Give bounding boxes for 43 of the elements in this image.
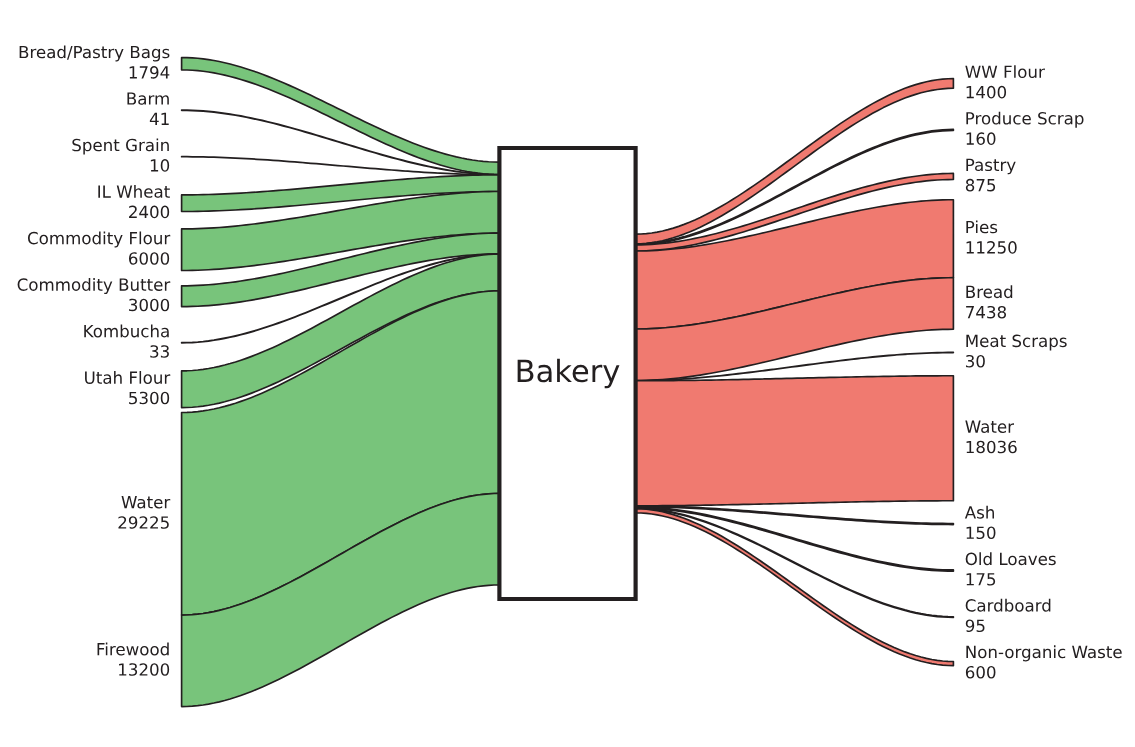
data-label: 875 (965, 178, 996, 192)
data-label: 2400 (129, 205, 170, 219)
category-label: Bread (966, 285, 1013, 299)
category-label: Kombucha (84, 324, 169, 338)
data-label: 150 (966, 526, 996, 540)
category-label: Spent Grain (72, 138, 169, 155)
data-label: 1794 (129, 66, 170, 79)
category-label: Utah Flour (85, 371, 171, 384)
category-label: Pies (966, 220, 998, 234)
category-label: Bread/Pastry Bags (19, 45, 170, 62)
data-label: 95 (965, 619, 985, 633)
data-label: 6000 (129, 252, 170, 265)
data-label: 29225 (118, 516, 169, 529)
category-label: Cardboard (965, 598, 1051, 612)
data-label: 13200 (119, 663, 170, 676)
category-label: Commodity Flour (27, 231, 171, 248)
category-label: Meat Scraps (966, 334, 1067, 351)
data-label: 1400 (966, 85, 1007, 99)
category-label: Water (121, 496, 171, 509)
category-label: IL Wheat (98, 184, 170, 198)
data-label: 3000 (129, 298, 170, 312)
data-label: 10 (150, 159, 170, 172)
data-label: 11250 (966, 241, 1017, 254)
text: Bakery (517, 358, 620, 389)
category-label: Commodity Butter (17, 277, 171, 295)
category-label: Water (965, 420, 1015, 433)
data-label: 175 (966, 573, 996, 586)
data-label: 33 (150, 345, 169, 358)
category-label: Pastry (966, 158, 1016, 175)
category-label: Barm (127, 92, 169, 105)
category-label: Non-organic Waste (966, 645, 1122, 662)
category-label: Firewood (97, 642, 169, 656)
data-label: 600 (965, 665, 996, 679)
category-label: Old Loaves (965, 552, 1056, 566)
data-label: 5300 (129, 391, 170, 405)
data-label: 160 (966, 132, 996, 145)
category-label: Produce Scrap (966, 111, 1084, 128)
category-label: WW Flour (965, 65, 1045, 79)
data-label: 41 (149, 112, 169, 125)
category-label: Ash (964, 505, 994, 519)
data-label: 18036 (966, 440, 1017, 454)
data-label: 30 (966, 354, 985, 368)
data-label: 7438 (966, 305, 1007, 319)
